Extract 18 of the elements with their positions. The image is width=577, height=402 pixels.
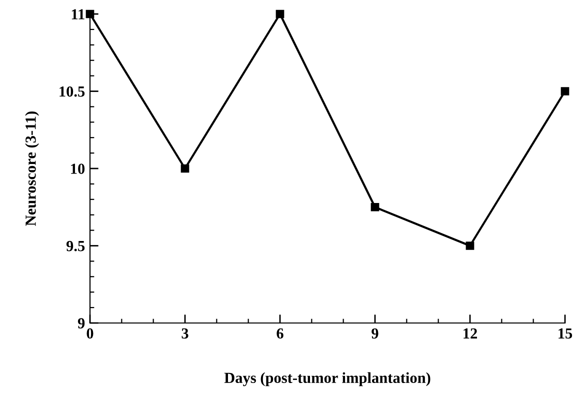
x-tick-label: 6: [276, 328, 284, 339]
y-tick-label: 9: [78, 318, 85, 328]
point: [560, 87, 570, 96]
x-tick-label: 0: [86, 328, 94, 339]
y-tick-label: 10: [71, 164, 85, 174]
x-tick-label: 9: [372, 328, 378, 339]
x-tick-label: 3: [182, 328, 188, 339]
x-axis-title: Days (post-tumor implantation): [224, 372, 430, 386]
x-tick-label: 15: [558, 328, 572, 339]
y-tick-label: 9.5: [66, 240, 85, 252]
point: [466, 242, 474, 250]
x-tick-label: 12: [464, 328, 477, 338]
point: [276, 10, 284, 18]
point: [180, 164, 190, 173]
point: [370, 202, 380, 212]
y-tick-label: 11: [72, 9, 84, 20]
y-axis-title: Neuroscore (3-11): [25, 112, 39, 226]
y-tick-label: 10.5: [60, 86, 85, 97]
